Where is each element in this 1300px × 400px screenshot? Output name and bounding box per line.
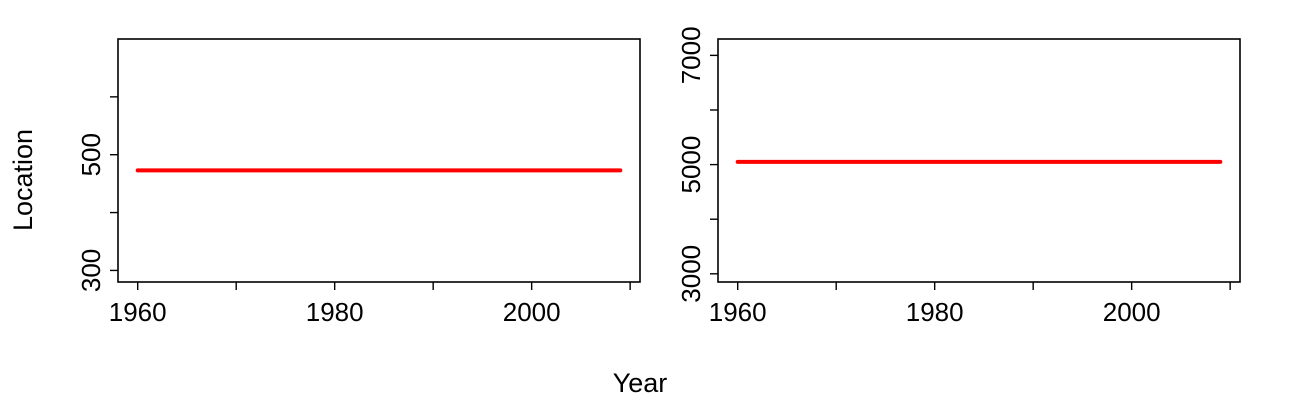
y-tick-label: 7000	[676, 26, 706, 84]
chart-right: 1960 1980 2000 3000 5000 7000	[676, 26, 1241, 327]
x-tick-label: 1960	[109, 297, 167, 327]
x-tick-label: 1980	[306, 297, 364, 327]
y-tick-label: 300	[76, 249, 106, 292]
plot-frame	[717, 38, 1241, 283]
x-tick-label: 2000	[1103, 297, 1161, 327]
y-tick-label: 500	[76, 133, 106, 176]
x-tick-label: 1980	[906, 297, 964, 327]
plot-frame	[117, 38, 641, 283]
y-tick-label: 5000	[676, 136, 706, 194]
x-tick-label: 2000	[503, 297, 561, 327]
chart-left: 1960 1980 2000 300 500	[76, 38, 641, 327]
x-axis-title: Year	[613, 368, 668, 398]
x-tick-label: 1960	[709, 297, 767, 327]
y-axis-title: Location	[8, 129, 38, 231]
y-tick-label: 3000	[676, 245, 706, 303]
